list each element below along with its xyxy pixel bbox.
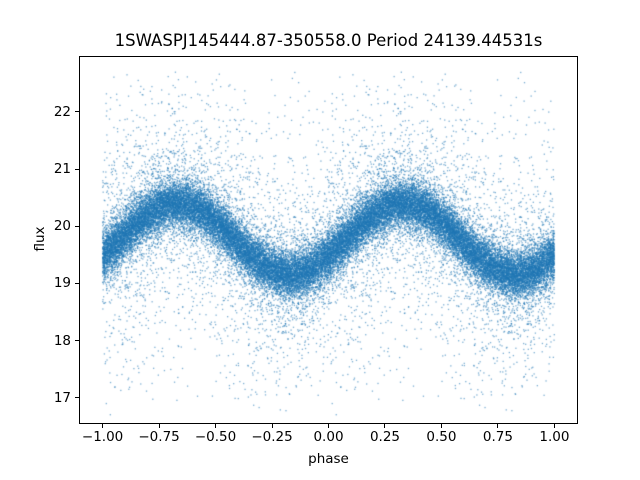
- x-tick-mark: [497, 424, 499, 428]
- x-tick-mark: [102, 424, 104, 428]
- x-tick-mark: [215, 424, 217, 428]
- y-tick-mark: [75, 225, 79, 227]
- y-tick-label: 17: [53, 389, 71, 406]
- x-tick-mark: [384, 424, 386, 428]
- x-tick-mark: [158, 424, 160, 428]
- scatter-points-canvas: [80, 57, 577, 423]
- x-tick-label: 0.25: [369, 429, 400, 445]
- x-tick-label: −1.00: [81, 429, 124, 445]
- chart-title: 1SWASPJ145444.87-350558.0 Period 24139.4…: [114, 31, 543, 50]
- y-tick-mark: [75, 111, 79, 113]
- x-tick-label: −0.75: [138, 429, 180, 445]
- x-tick-mark: [553, 424, 555, 428]
- x-tick-mark: [440, 424, 442, 428]
- x-tick-label: 0.75: [482, 429, 513, 445]
- y-tick-label: 18: [53, 332, 71, 349]
- x-axis-label: phase: [308, 451, 349, 467]
- y-tick-label: 21: [53, 161, 71, 178]
- y-tick-mark: [75, 397, 79, 399]
- y-tick-mark: [75, 282, 79, 284]
- y-tick-label: 22: [53, 103, 71, 120]
- x-tick-mark: [271, 424, 273, 428]
- x-tick-label: 0.50: [426, 429, 457, 445]
- y-tick-label: 20: [53, 218, 71, 235]
- y-tick-mark: [75, 168, 79, 170]
- plot-area: [79, 56, 578, 424]
- x-tick-label: −0.50: [194, 429, 237, 445]
- x-tick-label: 0.00: [313, 429, 344, 445]
- x-tick-label: 1.00: [539, 429, 570, 445]
- y-tick-label: 19: [53, 275, 71, 292]
- y-tick-mark: [75, 340, 79, 342]
- x-tick-label: −0.25: [251, 429, 293, 445]
- x-tick-mark: [328, 424, 329, 428]
